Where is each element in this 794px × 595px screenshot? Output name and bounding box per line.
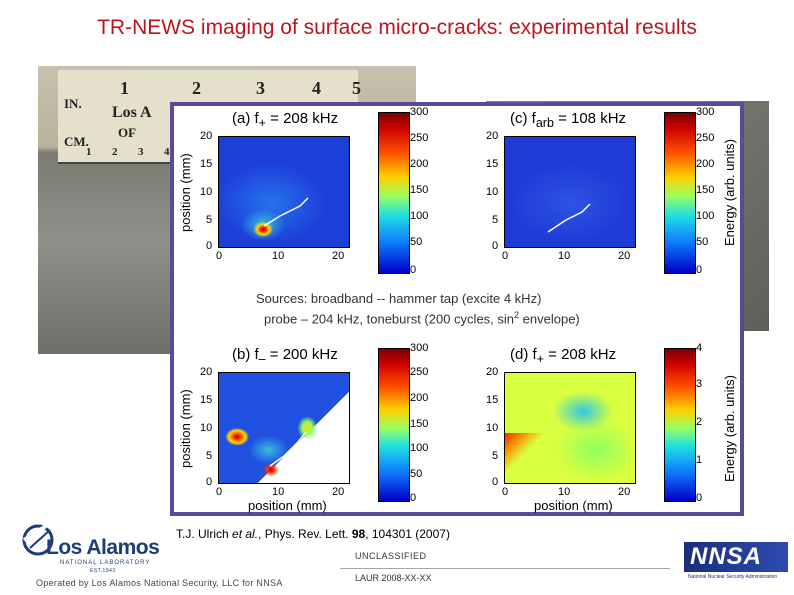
colorbar-c bbox=[664, 112, 696, 274]
los-alamos-emblem-icon bbox=[22, 524, 54, 556]
ylabel-b: position (mm) bbox=[178, 389, 193, 468]
nnsa-logo: NNSA National Nuclear Security Administr… bbox=[684, 542, 788, 584]
los-alamos-logo: Los Alamos NATIONAL LABORATORY EST.1943 bbox=[20, 514, 170, 574]
energy-label-bottom: Energy (arb. units) bbox=[722, 375, 737, 482]
colorbar-a bbox=[378, 112, 410, 274]
slide-title: TR-NEWS imaging of surface micro-cracks:… bbox=[97, 16, 697, 39]
operated-by-text: Operated by Los Alamos National Security… bbox=[36, 578, 283, 588]
crack-line-c bbox=[547, 203, 591, 233]
colorbar-b bbox=[378, 348, 410, 502]
results-figure: (a) f+ = 208 kHz 20 15 10 5 0 0 10 20 po… bbox=[170, 102, 744, 516]
footer-divider bbox=[340, 568, 670, 569]
crack-line-a bbox=[263, 197, 309, 227]
laur-number: LAUR 2008-XX-XX bbox=[355, 573, 432, 583]
panel-c-title: (c) farb = 108 kHz bbox=[510, 110, 627, 130]
heatmap-c bbox=[504, 136, 636, 248]
energy-label-top: Energy (arb. units) bbox=[722, 139, 737, 246]
colorbar-d bbox=[664, 348, 696, 502]
classification-label: UNCLASSIFIED bbox=[355, 551, 427, 561]
ylabel-a: position (mm) bbox=[178, 153, 193, 232]
heatmap-a bbox=[218, 136, 350, 248]
crack-line-b bbox=[269, 431, 307, 467]
panel-b-title: (b) f– = 200 kHz bbox=[232, 346, 338, 366]
panel-d-title: (d) f+ = 208 kHz bbox=[510, 346, 617, 366]
xlabel-b: position (mm) bbox=[248, 498, 327, 513]
panel-a-title: (a) f+ = 208 kHz bbox=[232, 110, 339, 130]
sources-caption: Sources: broadband -- hammer tap (excite… bbox=[256, 291, 580, 327]
reference-citation: T.J. Ulrich et al., Phys. Rev. Lett. 98,… bbox=[176, 527, 450, 541]
heatmap-d bbox=[504, 372, 636, 484]
heatmap-b bbox=[218, 372, 350, 484]
xlabel-d: position (mm) bbox=[534, 498, 613, 513]
